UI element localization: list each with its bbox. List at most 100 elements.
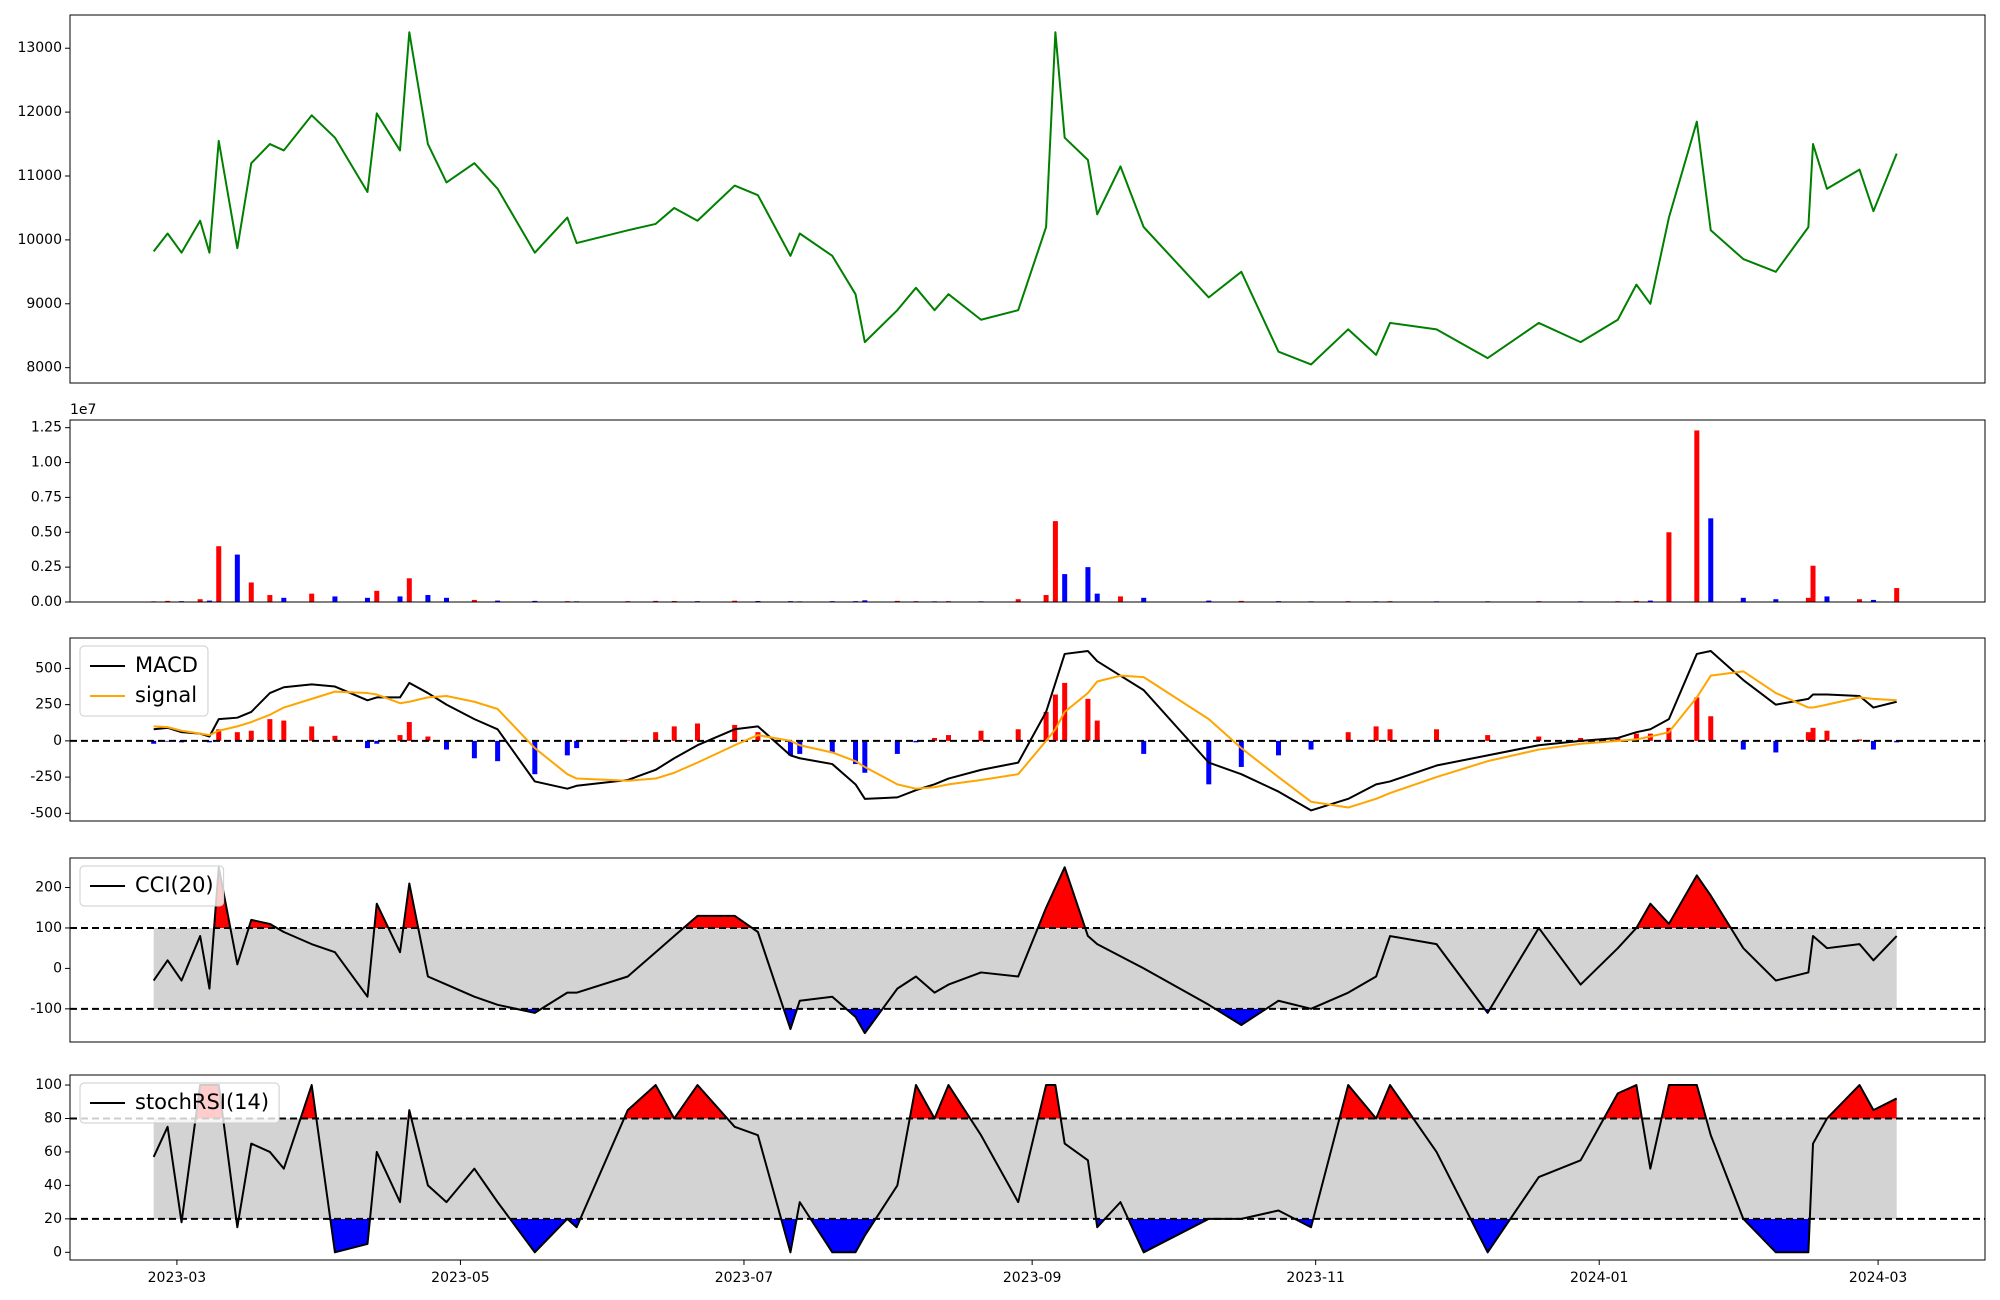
volume-bar — [165, 600, 171, 602]
histogram-bar — [1740, 740, 1746, 750]
volume-bar — [1857, 599, 1863, 602]
volume-bar — [248, 582, 254, 602]
volume-bar — [1238, 600, 1244, 602]
y-tick-label: 0.50 — [31, 524, 62, 540]
histogram-bar — [574, 740, 580, 749]
histogram-bar — [1345, 732, 1351, 741]
x-tick-label: 2024-03 — [1849, 1270, 1908, 1286]
y-tick-label: 0 — [53, 733, 62, 749]
volume-bar — [216, 546, 222, 602]
histogram-bar — [1708, 716, 1714, 741]
x-tick-label: 2023-07 — [715, 1270, 774, 1286]
volume-bar — [332, 596, 338, 602]
x-tick-label: 2023-11 — [1286, 1270, 1345, 1286]
volume-bar — [234, 554, 240, 602]
y-tick-label: -100 — [30, 1001, 62, 1017]
histogram-bar — [797, 740, 803, 754]
volume-bar — [495, 600, 501, 602]
histogram-bar — [1666, 727, 1672, 741]
x-tick-label: 2024-01 — [1570, 1270, 1629, 1286]
volume-bar — [1206, 600, 1212, 602]
volume-bar — [309, 593, 315, 602]
histogram-bar — [165, 740, 171, 742]
y-tick-label: 60 — [44, 1144, 62, 1160]
histogram-bar — [853, 740, 859, 765]
histogram-bar — [267, 719, 273, 741]
histogram-bar — [1485, 735, 1491, 741]
volume-bar — [1141, 597, 1147, 602]
y-tick-label: 100 — [35, 1077, 62, 1093]
histogram-bar — [364, 740, 370, 749]
histogram-bar — [945, 735, 951, 741]
axis-offset-label: 1e7 — [70, 402, 96, 418]
volume-bar — [1043, 595, 1049, 602]
y-tick-label: 9000 — [26, 296, 62, 312]
histogram-bar — [1810, 727, 1816, 741]
legend-label: signal — [135, 683, 197, 707]
volume-bar — [862, 600, 868, 602]
indicator-line — [152, 1084, 1898, 1254]
histogram-bar — [248, 730, 254, 741]
volume-bar — [1810, 565, 1816, 602]
y-tick-label: 20 — [44, 1211, 62, 1227]
histogram-bar — [1387, 729, 1393, 741]
plot-area — [70, 866, 1985, 1035]
y-tick-label: 0.25 — [31, 559, 62, 575]
y-tick-label: 13000 — [17, 40, 62, 56]
histogram-bar — [151, 740, 157, 744]
volume-bar — [267, 595, 273, 602]
histogram-bar — [1694, 697, 1700, 741]
histogram-bar — [1052, 694, 1058, 741]
histogram-bar — [1434, 729, 1440, 741]
legend-label: MACD — [135, 653, 198, 677]
y-tick-label: 0.75 — [31, 489, 62, 505]
y-tick-label: 1.25 — [31, 420, 62, 436]
axes-frame — [69, 637, 1986, 822]
histogram-bar — [732, 724, 738, 741]
histogram-bar — [397, 735, 403, 741]
y-tick-label: 10000 — [17, 232, 62, 248]
axes-frame — [69, 419, 1986, 603]
volume-bar — [364, 597, 370, 602]
plot-area — [151, 430, 1900, 602]
y-tick-label: 8000 — [26, 360, 62, 376]
volume-bar — [1740, 597, 1746, 602]
volume-bar — [1666, 532, 1672, 602]
volume-bar — [1647, 600, 1653, 602]
volume-bar — [443, 597, 449, 602]
histogram-bar — [671, 726, 677, 741]
histogram-bar — [1141, 740, 1147, 754]
volume-bar — [1805, 597, 1811, 602]
axes-frame — [69, 1074, 1986, 1261]
histogram-bar — [1238, 740, 1244, 767]
histogram-bar — [281, 720, 287, 741]
volume-bar — [1052, 521, 1058, 602]
histogram-bar — [1870, 740, 1876, 750]
histogram-bar — [443, 740, 449, 750]
histogram-bar — [913, 740, 919, 743]
volume-bar — [406, 578, 412, 602]
volume-bar — [894, 600, 900, 602]
volume-bar — [1894, 588, 1900, 602]
histogram-bar — [532, 740, 538, 775]
volume-bar — [1708, 518, 1714, 602]
indicator-line — [153, 650, 1897, 812]
histogram-bar — [1805, 732, 1811, 741]
volume-bar — [1062, 574, 1068, 602]
x-tick-label: 2023-05 — [431, 1270, 490, 1286]
histogram-bar — [932, 737, 938, 741]
histogram-bar — [1043, 711, 1049, 741]
volume-bar — [1870, 599, 1876, 602]
histogram-bar — [862, 740, 868, 773]
histogram-bar — [894, 740, 900, 754]
histogram-bar — [625, 740, 631, 741]
histogram-bar — [425, 736, 431, 741]
volume-bar — [1015, 599, 1021, 602]
plot-area — [70, 650, 1985, 812]
y-tick-label: 200 — [35, 880, 62, 896]
legend-label: stochRSI(14) — [135, 1090, 269, 1114]
y-tick-label: 500 — [35, 660, 62, 676]
histogram-bar — [374, 740, 380, 744]
histogram-bar — [1275, 740, 1281, 756]
